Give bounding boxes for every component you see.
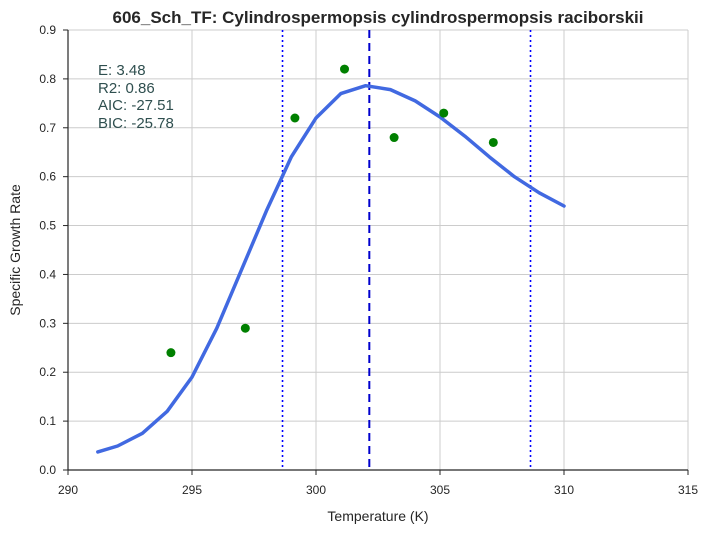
fit-line	[96, 83, 566, 454]
y-tick-label: 0.5	[39, 219, 56, 233]
stat-aic: AIC: -27.51	[98, 97, 174, 114]
x-tick-label: 305	[430, 483, 450, 497]
data-point	[340, 64, 350, 74]
stat-bic: BIC: -25.78	[98, 115, 174, 132]
data-point	[389, 133, 399, 143]
y-tick-label: 0.3	[39, 316, 56, 330]
y-tick-label: 0.6	[39, 170, 56, 184]
y-tick-label: 0.4	[39, 267, 56, 281]
y-tick-label: 0.1	[39, 414, 56, 428]
data-point	[166, 348, 176, 358]
y-tick-label: 0.7	[39, 121, 56, 135]
chart-title: 606_Sch_TF: Cylindrospermopsis cylindros…	[113, 8, 644, 27]
data-point	[290, 113, 300, 123]
fitted-curve	[96, 83, 566, 454]
x-tick-label: 295	[182, 483, 202, 497]
y-tick-label: 0.9	[39, 23, 56, 37]
grid-lines	[67, 29, 689, 471]
x-axis-label: Temperature (K)	[327, 508, 428, 524]
y-tick-label: 0.2	[39, 365, 56, 379]
data-point	[439, 108, 449, 118]
y-tick-label: 0.8	[39, 72, 56, 86]
fit-statistics: E: 3.48 R2: 0.86 AIC: -27.51 BIC: -25.78	[98, 62, 174, 132]
data-point	[488, 137, 498, 147]
x-tick-label: 310	[554, 483, 574, 497]
stat-e: E: 3.48	[98, 62, 146, 79]
x-tick-label: 300	[306, 483, 326, 497]
tick-labels: 290 295 300 305 310 315 0.0 0.1 0.2 0.3 0.4 0.5 0.6 0…	[39, 23, 698, 497]
stat-r2: R2: 0.86	[98, 80, 155, 97]
axes	[63, 29, 689, 475]
observed-points	[166, 64, 498, 358]
x-tick-label: 290	[58, 483, 78, 497]
reference-lines	[281, 30, 532, 470]
y-tick-label: 0.0	[39, 463, 56, 477]
x-tick-label: 315	[678, 483, 698, 497]
data-point	[240, 323, 250, 333]
y-axis-label: Specific Growth Rate	[7, 184, 23, 316]
